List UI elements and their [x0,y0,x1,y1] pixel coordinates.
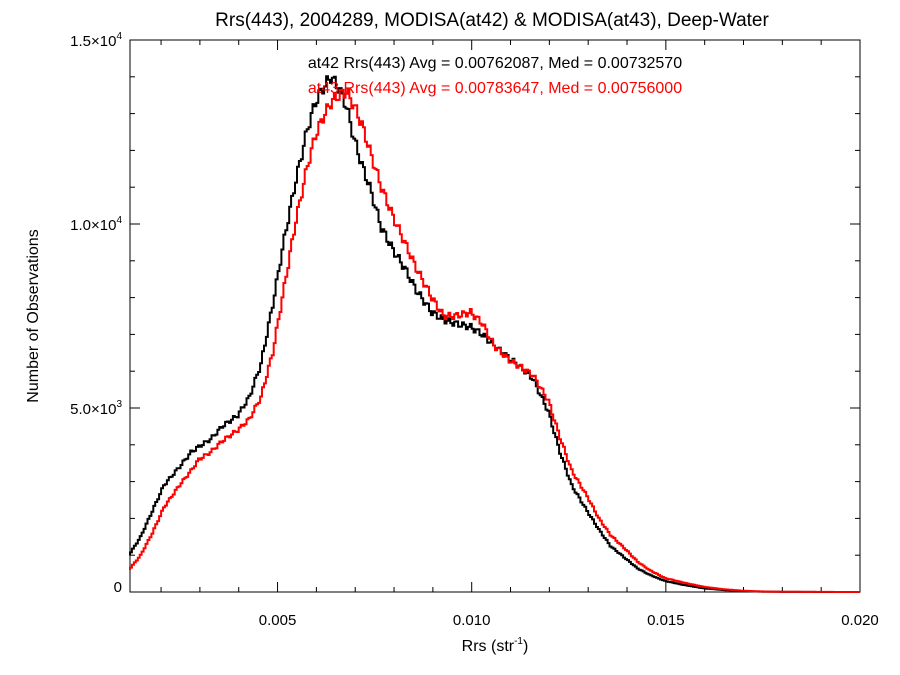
y-tick-label: 0 [114,579,122,596]
y-tick-label: 1.0×104 [70,215,122,234]
stats-annotation-1: at42 Rrs(443) Avg = 0.00762087, Med = 0.… [308,55,682,72]
series-lines [129,75,860,593]
x-axis-label: Rrs (str-1) [462,636,529,655]
y-tick-label: 5.0×103 [70,399,122,418]
x-tick-labels: 0.005 0.010 0.015 0.020 [259,612,879,629]
axis-ticks [130,39,861,593]
x-axis-label-sup: -1 [514,636,523,647]
series-line-at42 [129,75,860,593]
annotations: at42 Rrs(443) Avg = 0.00762087, Med = 0.… [308,55,682,97]
x-tick-label: 0.005 [259,612,297,629]
x-tick-label: 0.020 [841,612,879,629]
y-tick-labels: 0 5.0×103 1.0×104 1.5×104 [70,31,122,596]
plot-frame [129,39,861,593]
chart-title: Rrs(443), 2004289, MODISA(at42) & MODISA… [215,10,769,31]
x-axis-label-close: ) [523,638,528,655]
x-tick-label: 0.015 [647,612,685,629]
series-line-at43 [129,88,860,593]
y-tick-label: 1.5×104 [70,31,122,50]
y-axis-label: Number of Observations [25,229,42,402]
x-axis-label-main: Rrs (str [462,638,515,655]
stats-annotation-2: at43 Rrs(443) Avg = 0.00783647, Med = 0.… [308,80,682,97]
x-tick-label: 0.010 [453,612,491,629]
